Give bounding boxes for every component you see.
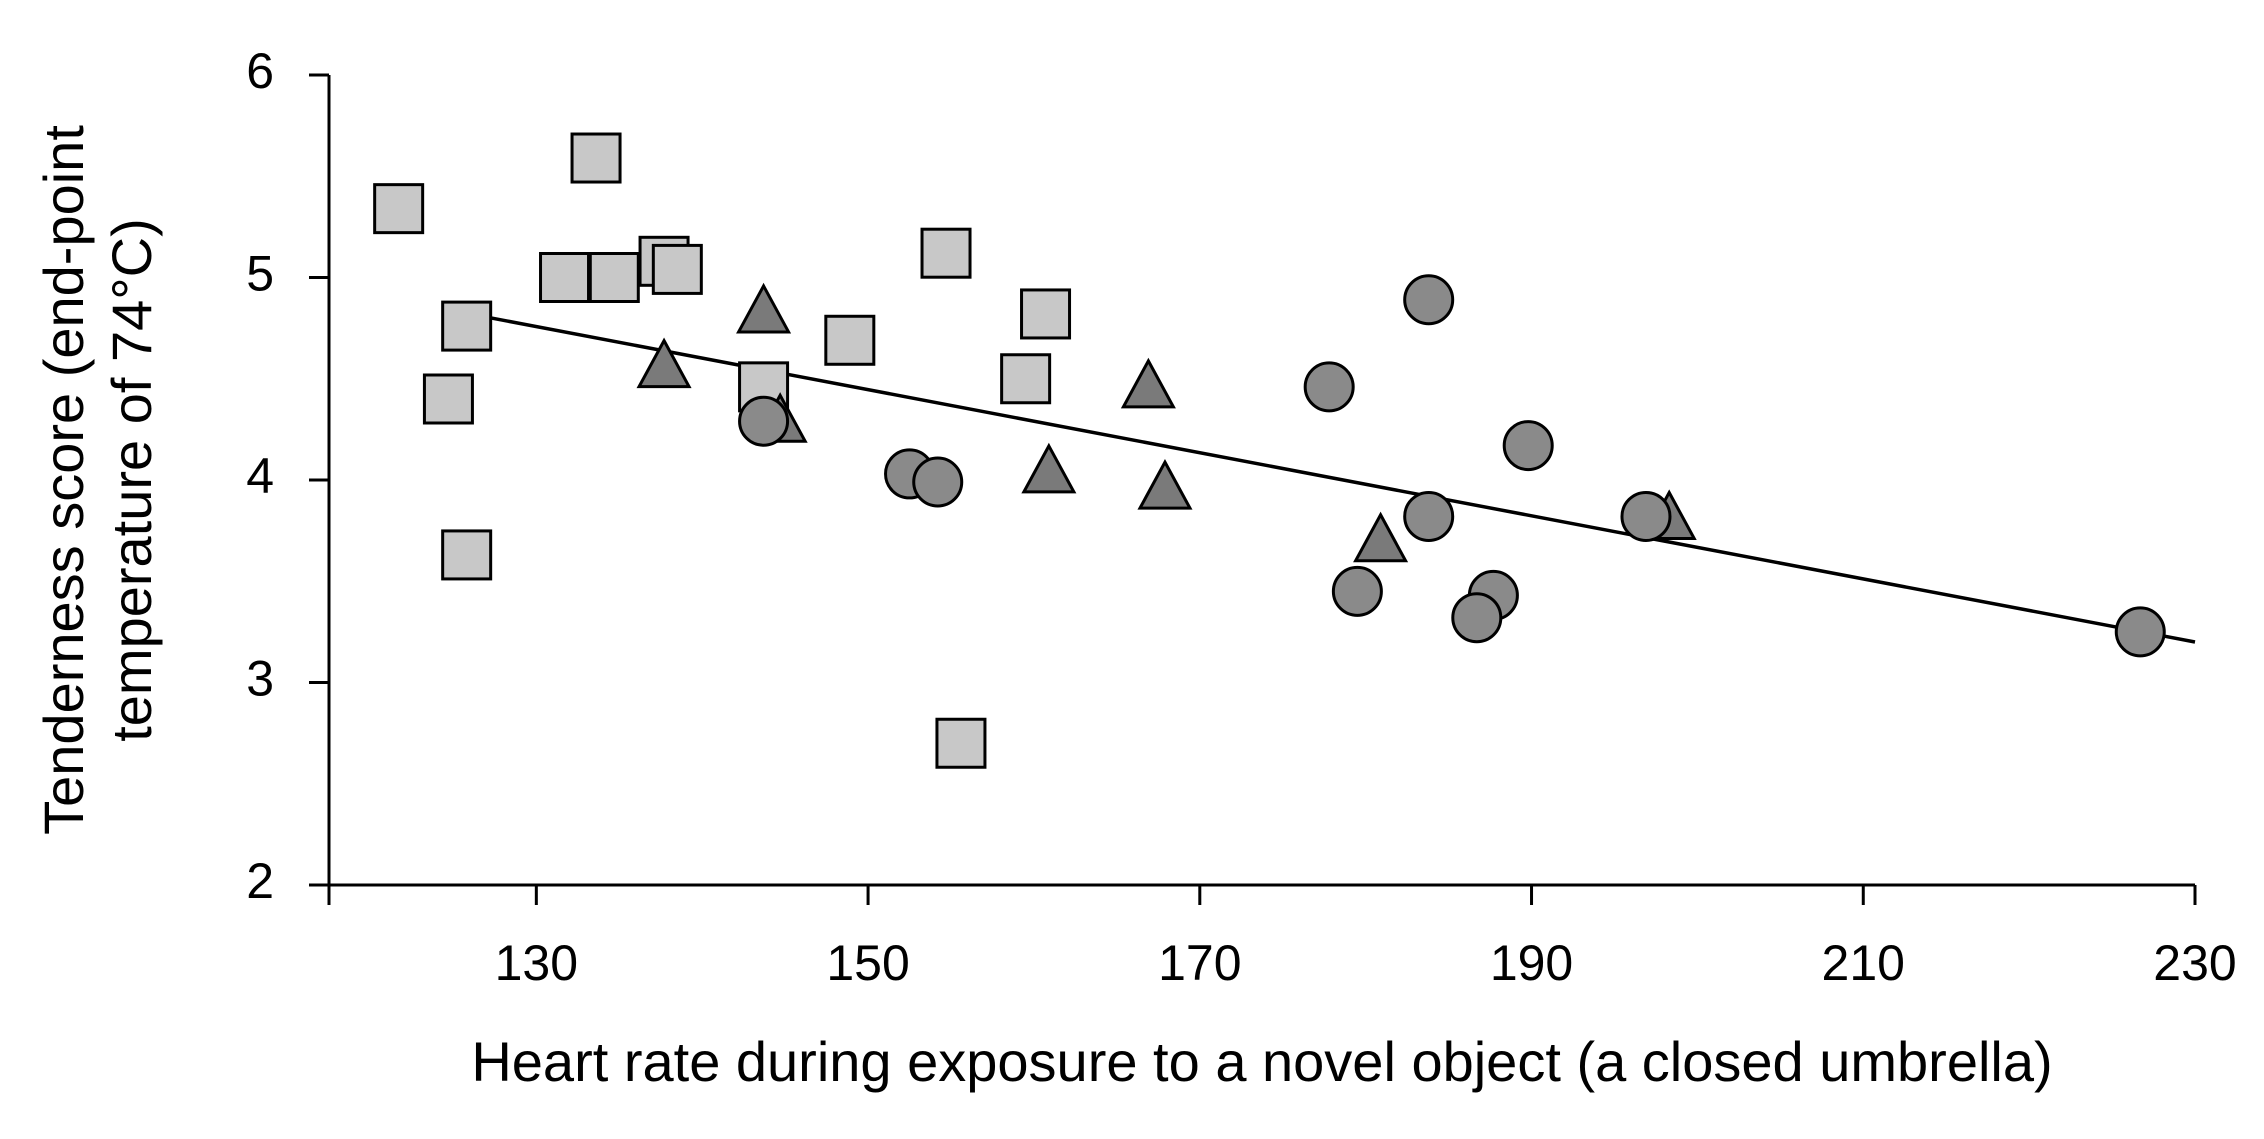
y-tick-label: 4 (246, 448, 274, 504)
x-tick-label: 130 (495, 935, 578, 991)
y-tick-label: 3 (246, 651, 274, 707)
y-axis-label-line: temperature of 74°C) (100, 218, 163, 742)
square-point (539, 252, 591, 303)
triangle-point (636, 337, 692, 389)
square-point (441, 300, 493, 352)
x-tick-label: 190 (1490, 935, 1573, 991)
square-point (824, 314, 876, 366)
y-tick-label: 6 (246, 43, 274, 99)
triangle-point (736, 282, 792, 334)
square-point (570, 132, 622, 184)
square-point (920, 227, 972, 279)
square-point (1000, 353, 1052, 405)
circle-point (1502, 420, 1554, 472)
circle-point (1303, 361, 1355, 413)
y-tick-label: 2 (246, 853, 274, 909)
square-point (1020, 288, 1072, 340)
square-point (373, 183, 425, 235)
y-axis-label-line: Tenderness score (end-point (32, 125, 95, 835)
x-tick-label: 210 (1822, 935, 1905, 991)
triangle-point (1120, 357, 1176, 409)
circle-point (1331, 565, 1383, 617)
square-point (441, 529, 493, 581)
triangle-point (1137, 458, 1193, 510)
triangle-point (1021, 442, 1077, 494)
x-tick-label: 170 (1158, 935, 1241, 991)
y-axis-label: Tenderness score (end-point temperature … (32, 125, 163, 835)
circle-point (738, 395, 790, 447)
circle-point (1620, 490, 1672, 542)
x-axis-label: Heart rate during exposure to a novel ob… (471, 1030, 2052, 1093)
x-tick-label: 150 (826, 935, 909, 991)
x-tick-label: 230 (2153, 935, 2236, 991)
square-point (935, 717, 987, 769)
circle-point (1403, 490, 1455, 542)
circle-point (1451, 592, 1503, 644)
circle-point (1403, 274, 1455, 326)
square-point (588, 252, 640, 303)
circle-point (912, 456, 964, 508)
y-tick-label: 5 (246, 246, 274, 302)
triangle-point (1353, 511, 1409, 563)
circle-point (2114, 606, 2166, 658)
square-point (651, 243, 703, 295)
square-point (422, 373, 474, 425)
